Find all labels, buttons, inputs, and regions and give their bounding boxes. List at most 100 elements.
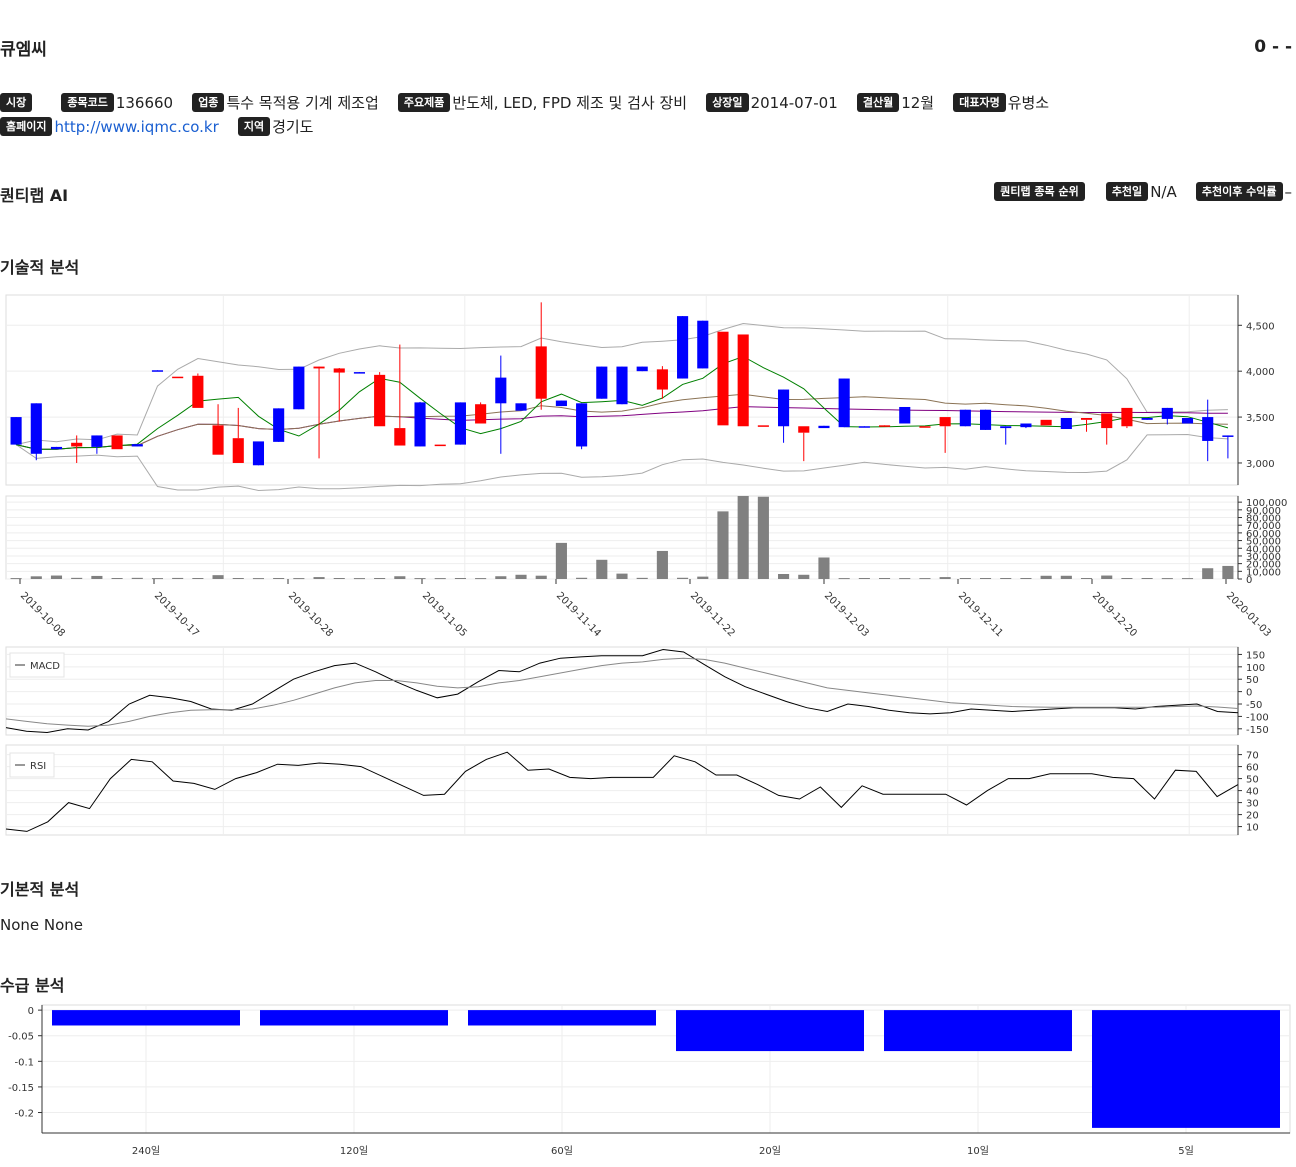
supply-chart: 0 -0.05 -0.1 -0.15 -0.2 240일 120일 60일 20일 10일 5일: [0, 1000, 1296, 1167]
homepage-link[interactable]: http://www.iqmc.co.kr: [54, 118, 218, 136]
candle-body: [657, 369, 668, 389]
fundamental-value: None None: [0, 916, 83, 934]
volume-bar: [1142, 578, 1153, 579]
volume-bar: [71, 578, 82, 579]
candle-body: [980, 410, 991, 430]
candle-body: [455, 402, 466, 444]
candle-body: [940, 417, 951, 426]
technical-title: 기술적 분석: [0, 254, 79, 278]
volume-bar: [1061, 576, 1072, 579]
volume-bar: [697, 577, 708, 579]
candle-body: [475, 404, 486, 423]
candle-body: [515, 403, 526, 410]
macd-legend-label: MACD: [30, 661, 60, 672]
fiscal-label: 결산월: [857, 93, 899, 112]
candle-body: [495, 378, 506, 404]
volume-bar: [637, 578, 648, 579]
supply-category-label: 60일: [551, 1145, 573, 1157]
candle-body: [112, 435, 123, 449]
volume-bar: [839, 578, 850, 579]
volume-bar: [596, 560, 607, 579]
supply-tick-label: -0.1: [14, 1057, 34, 1068]
candle-body: [172, 377, 183, 379]
candle-body: [919, 426, 930, 428]
volume-bar: [354, 578, 365, 579]
macd-panel-tick-label: 150: [1246, 650, 1265, 661]
price-panel-tick-label: 3,500: [1246, 413, 1275, 424]
volume-bar: [738, 496, 749, 579]
volume-bar: [980, 578, 991, 579]
volume-bar: [273, 578, 284, 579]
supply-category-label: 20일: [759, 1145, 781, 1157]
candle-body: [152, 370, 163, 372]
volume-bar: [394, 576, 405, 579]
candle-body: [798, 426, 809, 432]
volume-panel: 010,00020,00030,00040,00050,00060,00070,…: [6, 496, 1296, 586]
volume-bar: [152, 578, 163, 579]
macd-panel-tick-label: -50: [1246, 700, 1262, 711]
candle-body: [899, 407, 910, 424]
volume-bar: [132, 578, 143, 579]
return-value: –: [1285, 183, 1293, 201]
macd-panel-tick-label: 0: [1246, 688, 1252, 699]
volume-bar: [495, 576, 506, 579]
candle-body: [273, 408, 284, 442]
ma60-line: [16, 407, 1228, 450]
candle-body: [677, 316, 688, 378]
candle-body: [839, 379, 850, 428]
volume-bar: [556, 543, 567, 579]
rsi-panel-tick-label: 20: [1246, 811, 1259, 822]
candle-body: [1182, 418, 1193, 424]
volume-bar: [960, 578, 971, 579]
listing-label: 상장일: [706, 93, 748, 112]
candle-body: [1061, 418, 1072, 429]
market-label: 시장: [0, 93, 32, 112]
macd-panel-tick-label: -100: [1246, 712, 1269, 723]
volume-bar: [919, 578, 930, 579]
volume-bar: [414, 578, 425, 579]
volume-bar: [616, 574, 627, 579]
volume-bar: [576, 578, 587, 579]
return-label: 추천이후 수익률: [1196, 182, 1283, 201]
date-tick-label: 2019-12-11: [956, 590, 1005, 639]
volume-bar: [657, 551, 668, 579]
product-label: 주요제품: [398, 93, 450, 112]
volume-bar: [1081, 578, 1092, 579]
price-panel-tick-label: 4,500: [1246, 321, 1275, 332]
volume-bar: [1041, 576, 1052, 579]
candle-body: [616, 367, 627, 405]
candle-body: [536, 346, 547, 398]
volume-panel-frame: [6, 496, 1238, 579]
volume-bar: [1202, 568, 1213, 579]
region-value: 경기도: [272, 118, 313, 136]
info-row-2: 홈페이지 http://www.iqmc.co.kr 지역 경기도: [0, 116, 327, 137]
date-tick-label: 2019-10-08: [18, 590, 67, 639]
candle-body: [91, 435, 102, 446]
code-value: 136660: [116, 94, 173, 112]
volume-bar: [1222, 566, 1233, 579]
price-panel: 3,000 3,500 4,000 4,500: [6, 295, 1296, 491]
volume-bar: [859, 578, 870, 579]
volume-bar: [536, 576, 547, 579]
volume-bar: [192, 578, 203, 579]
rsi-panel-tick-label: 70: [1246, 751, 1259, 762]
candle-body: [354, 372, 365, 374]
candle-body: [576, 403, 587, 446]
price-panel-tick-label: 4,000: [1246, 367, 1275, 378]
candle-body: [758, 425, 769, 427]
volume-bar: [253, 578, 264, 579]
macd-panel-frame: [6, 647, 1238, 735]
candle-body: [31, 403, 42, 453]
region-label: 지역: [238, 117, 270, 136]
supply-tick-label: 0: [28, 1006, 34, 1017]
candle-body: [1162, 408, 1173, 419]
rec-date-value: N/A: [1150, 183, 1177, 201]
supply-bar: [260, 1010, 448, 1025]
candle-body: [1000, 426, 1011, 428]
candle-body: [1081, 418, 1092, 420]
candle-body: [313, 367, 324, 369]
ai-info: 퀀티랩 종목 순위 추천일 N/A 추천이후 수익률 –: [994, 181, 1292, 201]
supply-category-label: 10일: [967, 1145, 989, 1157]
sector-value: 특수 목적용 기계 제조업: [226, 94, 378, 112]
